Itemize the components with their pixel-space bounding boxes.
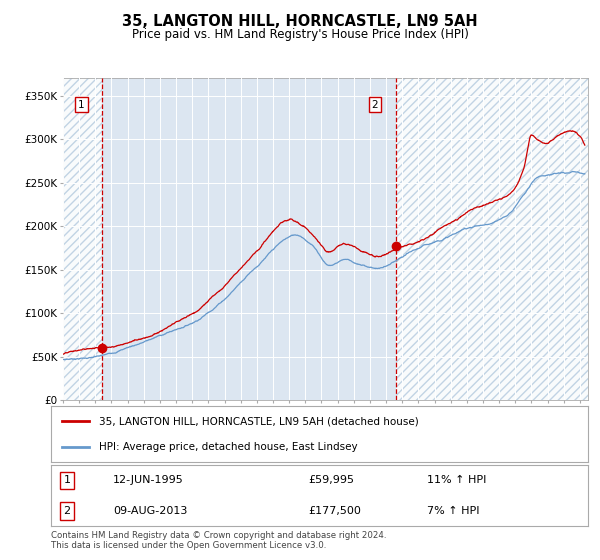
Text: 09-AUG-2013: 09-AUG-2013 (113, 506, 187, 516)
Text: Price paid vs. HM Land Registry's House Price Index (HPI): Price paid vs. HM Land Registry's House … (131, 28, 469, 41)
Text: Contains HM Land Registry data © Crown copyright and database right 2024.
This d: Contains HM Land Registry data © Crown c… (51, 531, 386, 550)
Text: £177,500: £177,500 (309, 506, 362, 516)
Text: 35, LANGTON HILL, HORNCASTLE, LN9 5AH (detached house): 35, LANGTON HILL, HORNCASTLE, LN9 5AH (d… (100, 416, 419, 426)
Text: 1: 1 (78, 100, 85, 110)
Text: 7% ↑ HPI: 7% ↑ HPI (427, 506, 479, 516)
Text: £59,995: £59,995 (309, 475, 355, 485)
Text: 12-JUN-1995: 12-JUN-1995 (113, 475, 184, 485)
Text: 35, LANGTON HILL, HORNCASTLE, LN9 5AH: 35, LANGTON HILL, HORNCASTLE, LN9 5AH (122, 14, 478, 29)
Text: 2: 2 (371, 100, 378, 110)
Text: HPI: Average price, detached house, East Lindsey: HPI: Average price, detached house, East… (100, 442, 358, 452)
Text: 11% ↑ HPI: 11% ↑ HPI (427, 475, 486, 485)
Text: 1: 1 (64, 475, 71, 485)
Text: 2: 2 (64, 506, 71, 516)
